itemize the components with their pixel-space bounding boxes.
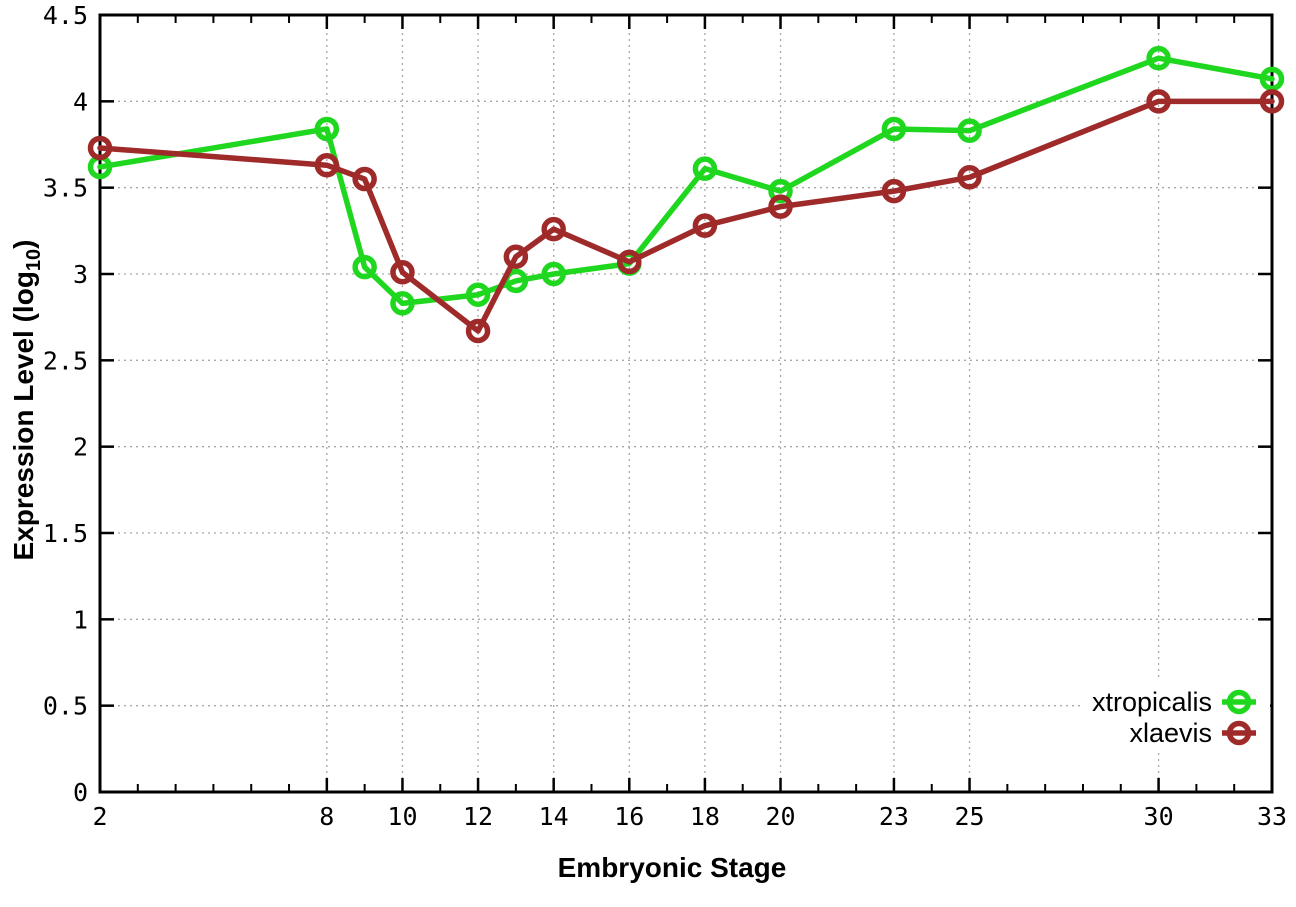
legend-marker-xlaevis xyxy=(1226,720,1252,746)
data-point-xlaevis xyxy=(617,249,642,275)
x-tick-label: 20 xyxy=(765,802,795,831)
data-point-xlaevis xyxy=(1259,89,1285,114)
legend-label-xlaevis: xlaevis xyxy=(1129,718,1212,748)
data-point-xtropicalis xyxy=(465,282,491,307)
data-point-xtropicalis xyxy=(881,116,907,142)
y-tick-label: 4.5 xyxy=(43,1,88,30)
data-point-xtropicalis xyxy=(390,291,415,316)
axis-label-layer: Embryonic Stage Expression Level (log10) xyxy=(8,240,786,884)
plot-border xyxy=(98,13,1274,794)
legend-label-xtropicalis: xtropicalis xyxy=(1092,687,1212,717)
data-point-xlaevis xyxy=(503,244,529,269)
data-point-xlaevis xyxy=(541,216,566,242)
data-point-xtropicalis xyxy=(768,178,793,204)
y-axis-title: Expression Level (log10) xyxy=(8,240,45,561)
y-tick-label: 0 xyxy=(73,778,88,807)
x-tick-label: 25 xyxy=(954,802,984,831)
x-tick-label: 23 xyxy=(879,802,909,831)
data-point-xtropicalis xyxy=(1259,66,1285,92)
x-tick-label: 16 xyxy=(614,802,644,831)
data-point-xtropicalis xyxy=(352,254,377,280)
x-tick-label: 10 xyxy=(387,802,417,831)
y-tick-label: 1.5 xyxy=(43,519,88,548)
data-point-xlaevis xyxy=(1146,89,1171,114)
grid-layer xyxy=(99,14,1273,793)
legend-marker-xtropicalis xyxy=(1226,689,1252,715)
data-point-xtropicalis xyxy=(87,154,113,180)
y-tick-label: 1 xyxy=(73,605,88,634)
x-tick-label: 33 xyxy=(1257,802,1287,831)
x-tick-label: 14 xyxy=(539,802,569,831)
data-point-xlaevis xyxy=(352,166,377,192)
data-point-xlaevis xyxy=(881,178,907,204)
data-point-xlaevis xyxy=(465,318,491,344)
x-tick-label: 2 xyxy=(92,802,107,831)
y-tick-label: 2.5 xyxy=(43,346,88,375)
y-tick-label: 4 xyxy=(73,87,88,116)
series-line-xlaevis xyxy=(97,98,1275,334)
data-point-xlaevis xyxy=(692,213,718,238)
x-axis-title: Embryonic Stage xyxy=(558,852,787,883)
data-point-xlaevis xyxy=(768,194,793,219)
data-point-xlaevis xyxy=(87,135,113,161)
y-tick-label: 3.5 xyxy=(43,174,88,203)
x-tick-label: 8 xyxy=(319,802,334,831)
x-tick-label: 18 xyxy=(690,802,720,831)
tick-layer: 0 0.5 1 1.5 2 2.5 3 3.5 4 4.5 2 8 10 12 14 16 18 20 23 25 30… xyxy=(43,1,1287,831)
series-layer xyxy=(87,45,1285,344)
series-line-xtropicalis xyxy=(97,55,1275,307)
y-tick-label: 2 xyxy=(73,433,88,462)
data-point-xlaevis xyxy=(390,260,415,285)
data-point-xlaevis xyxy=(314,152,340,178)
x-tick-label: 30 xyxy=(1144,802,1174,831)
data-point-xtropicalis xyxy=(314,116,340,142)
data-point-xlaevis xyxy=(957,165,982,190)
data-point-xtropicalis xyxy=(692,156,718,181)
data-point-xtropicalis xyxy=(957,118,982,143)
y-tick-label: 3 xyxy=(73,260,88,289)
y-tick-label: 0.5 xyxy=(43,692,88,721)
data-point-xtropicalis xyxy=(541,261,566,287)
x-tick-label: 12 xyxy=(463,802,493,831)
plot-border-rect xyxy=(98,13,1274,794)
data-point-xtropicalis xyxy=(1146,45,1171,71)
